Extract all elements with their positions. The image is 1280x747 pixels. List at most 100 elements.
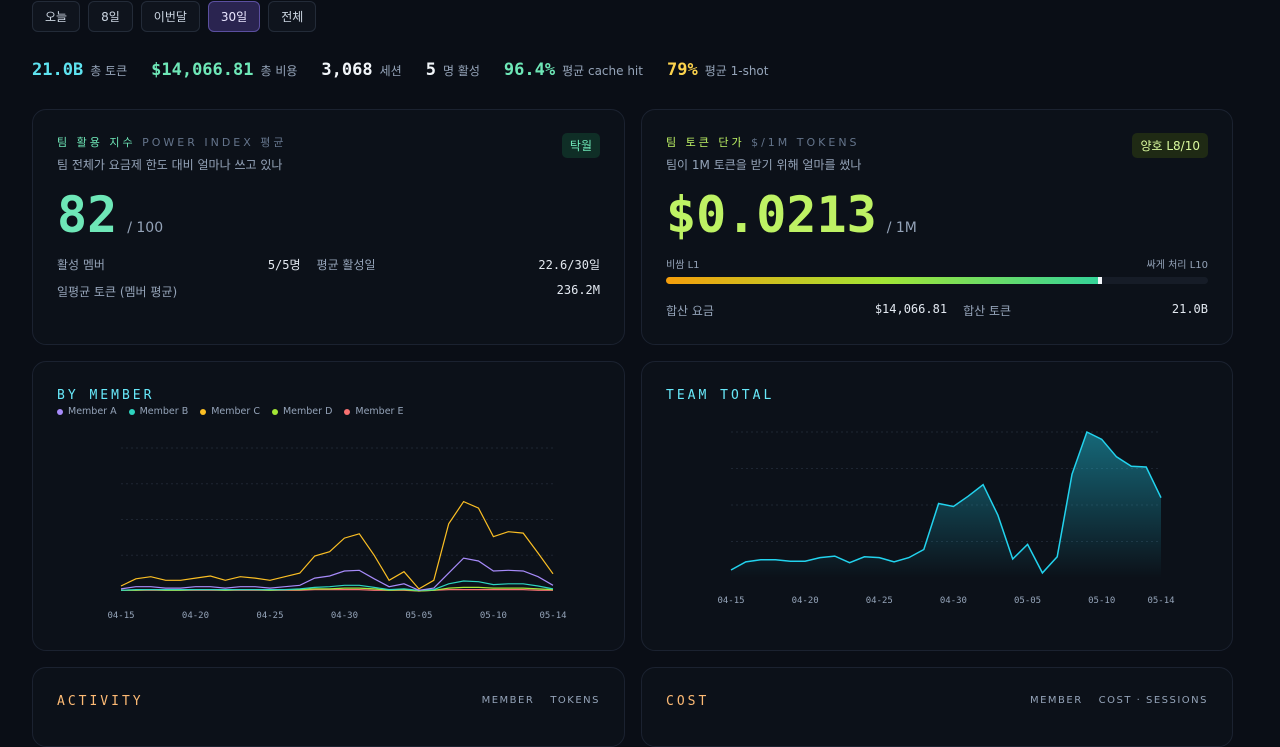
legend-swatch xyxy=(271,408,278,415)
gauge-right: 싸게 처리 L10 xyxy=(1146,260,1208,271)
label: 팀 토큰 단가 xyxy=(666,136,745,149)
x-tick-label: 05-05 xyxy=(405,611,432,621)
badge: 탁월 xyxy=(561,133,600,158)
price-unit: / 1M xyxy=(886,220,917,236)
chart-title: TEAM TOTAL xyxy=(666,388,775,403)
legend-label: Member D xyxy=(282,406,333,417)
line xyxy=(730,430,1162,575)
tabs: 오늘 8일 이번달 30일 전체 xyxy=(32,1,317,32)
label-en: POWER INDEX xyxy=(142,136,254,149)
legend-item: Member D xyxy=(271,406,333,417)
stat-label: 평균 cache hit xyxy=(562,64,643,78)
line xyxy=(120,580,554,591)
stat: 3,068 세션 xyxy=(321,60,401,80)
row: 일평균 토큰 (멤버 평균) 236.2M xyxy=(57,283,600,300)
activity-card: ACTIVITY MEMBER TOKENS xyxy=(32,667,625,747)
x-tick-label: 04-30 xyxy=(331,611,358,621)
stat-label: 명 활성 xyxy=(442,64,480,78)
subtitle: 팀이 1M 토큰을 받기 위해 얼마를 썼나 xyxy=(666,158,862,172)
k: 합산 요금 xyxy=(666,304,714,318)
k: 합산 토큰 xyxy=(963,304,1012,318)
legend-label: Member E xyxy=(355,406,404,417)
v: 22.6/30일 xyxy=(538,258,600,272)
subtitle: 팀 전체가 요금제 한도 대비 얼마나 쓰고 있나 xyxy=(57,158,283,172)
legend: Member A Member B Member C Member D Member E xyxy=(57,406,404,417)
legend-label: Member A xyxy=(68,406,117,417)
cost-card: COST MEMBER COST · SESSIONS xyxy=(641,667,1233,747)
v: 236.2M xyxy=(556,283,600,297)
tab[interactable]: 이번달 xyxy=(140,1,200,32)
x-tick-label: 04-20 xyxy=(182,611,209,621)
tab[interactable]: 30일 xyxy=(207,1,261,32)
v: 5/5명 xyxy=(267,258,301,272)
dashboard: 오늘 8일 이번달 30일 전체 21.0B 총 토큰 $14,066.81 총 비용 3,06… xyxy=(32,1,1233,747)
legend-item: Member E xyxy=(344,406,404,417)
label-note: 평균 xyxy=(260,136,287,149)
stat-value: 96.4% xyxy=(503,60,556,80)
x-tick-label: 05-14 xyxy=(539,611,566,621)
x-tick-label: 04-25 xyxy=(256,611,283,621)
power-card: 팀 활용 지수 POWER INDEX 평균 탁월 팀 전체가 요금제 한도 대… xyxy=(32,109,625,345)
stat-label: 총 비용 xyxy=(260,64,298,78)
label: 팀 활용 지수 xyxy=(57,136,136,149)
score: 82 / 100 xyxy=(57,186,163,244)
stat-value: 79% xyxy=(666,60,698,80)
stat: 5 명 활성 xyxy=(426,60,480,80)
chart: 04-15 04-20 04-25 04-30 05-05 05-10 05-14 xyxy=(107,447,567,621)
score-value: 82 xyxy=(57,186,118,244)
stat-value: 21.0B xyxy=(32,60,84,80)
stat: $14,066.81 총 비용 xyxy=(151,60,297,80)
price-value: $0.0213 xyxy=(666,186,877,244)
badge: 양호 L8/10 xyxy=(1132,133,1208,158)
card-title: COST xyxy=(666,694,710,709)
x-tick-label: 05-10 xyxy=(480,611,507,621)
tab[interactable]: 8일 xyxy=(88,1,133,32)
label-en: $/1M TOKENS xyxy=(751,136,860,149)
v: 21.0B xyxy=(1171,302,1208,316)
member-chart-card: 04-15 04-20 04-25 04-30 05-05 05-10 05-14 BY ME… xyxy=(32,361,625,651)
x-tick-label: 04-15 xyxy=(107,611,134,621)
stats: 21.0B 총 토큰 $14,066.81 총 비용 3,068 세션 5 명 활성 96.4%… xyxy=(32,60,768,80)
gauge-left: 비쌈 L1 xyxy=(666,260,700,271)
card-title: ACTIVITY xyxy=(57,694,144,709)
header: COST · SESSIONS xyxy=(1098,695,1208,706)
stat-value: $14,066.81 xyxy=(151,60,254,80)
line xyxy=(120,557,554,591)
row: 합산 요금 $14,066.81 합산 토큰 21.0B xyxy=(666,302,1208,319)
legend-item: Member B xyxy=(128,406,188,417)
line xyxy=(120,500,554,590)
tab[interactable]: 오늘 xyxy=(32,1,81,32)
tab[interactable]: 전체 xyxy=(268,1,317,32)
legend-item: Member C xyxy=(200,406,260,417)
team-chart-card: 04-15 04-20 04-25 04-30 05-05 05-10 05-14 TEAM … xyxy=(641,361,1233,651)
legend-swatch xyxy=(128,408,135,415)
x-tick-label: 05-14 xyxy=(1147,596,1174,606)
stat-label: 평균 1-shot xyxy=(704,64,769,78)
legend-label: Member C xyxy=(211,406,260,417)
legend-swatch xyxy=(57,408,63,415)
header: TOKENS xyxy=(550,695,600,706)
stat: 79% 평균 1-shot xyxy=(667,60,768,80)
headers: MEMBER COST · SESSIONS xyxy=(1030,695,1208,706)
gauge-track xyxy=(666,277,1208,284)
row: 활성 멤버 5/5명 평균 활성일 22.6/30일 xyxy=(57,256,600,273)
x-tick-label: 04-20 xyxy=(792,596,819,606)
k: 일평균 토큰 (멤버 평균) xyxy=(57,285,178,299)
x-tick-label: 04-15 xyxy=(717,596,744,606)
legend-swatch xyxy=(200,408,207,415)
stat-label: 총 토큰 xyxy=(90,64,128,78)
header: MEMBER xyxy=(481,695,535,706)
card-label: 팀 활용 지수 POWER INDEX 평균 xyxy=(57,134,287,150)
score-unit: / 100 xyxy=(127,220,164,236)
stat-value: 3,068 xyxy=(321,60,373,80)
stat-label: 세션 xyxy=(379,64,402,78)
price-card: 팀 토큰 단가 $/1M TOKENS 양호 L8/10 팀이 1M 토큰을 받… xyxy=(641,109,1233,345)
legend-item: Member A xyxy=(57,406,117,417)
chart-title: BY MEMBER xyxy=(57,388,155,403)
card-label: 팀 토큰 단가 $/1M TOKENS xyxy=(666,134,860,150)
x-tick-label: 05-05 xyxy=(1014,596,1041,606)
legend-swatch xyxy=(344,408,351,415)
price: $0.0213 / 1M xyxy=(666,186,917,244)
k: 활성 멤버 xyxy=(57,258,105,272)
x-tick-label: 05-10 xyxy=(1088,596,1115,606)
